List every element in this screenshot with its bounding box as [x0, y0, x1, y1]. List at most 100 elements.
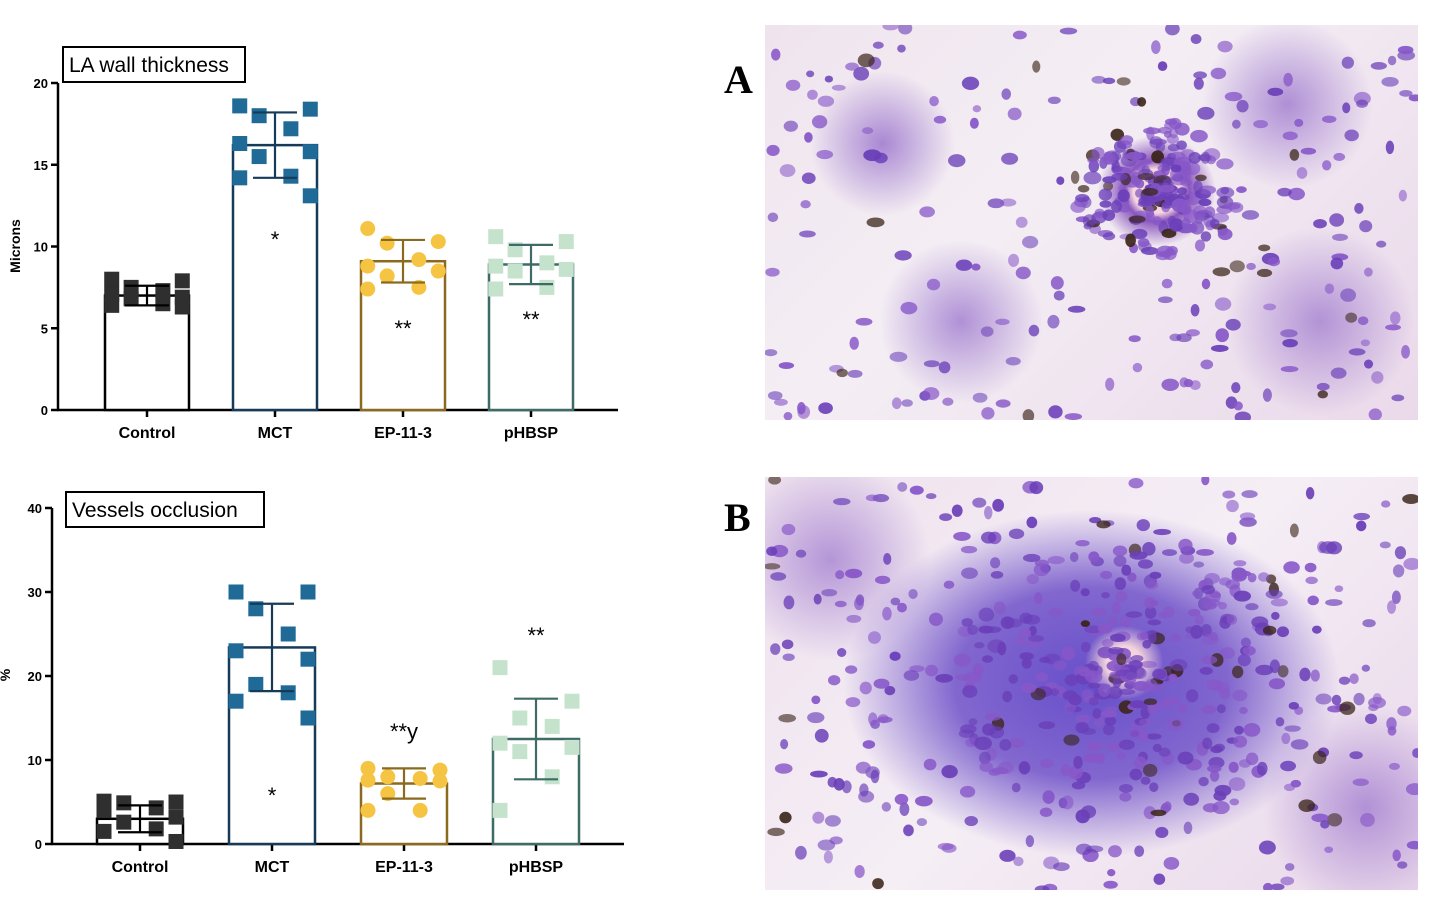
cell-nucleus	[1368, 408, 1382, 420]
cell-nucleus	[897, 602, 907, 613]
cell-nucleus	[1019, 628, 1032, 638]
c1-category-label: MCT	[258, 425, 293, 442]
cell-nucleus	[773, 398, 788, 406]
c2-y-tick-label: 40	[28, 501, 42, 516]
cell-nucleus	[1334, 585, 1344, 593]
cell-nucleus	[783, 595, 795, 610]
cell-nucleus	[1201, 655, 1218, 665]
cell-nucleus	[1020, 682, 1037, 694]
cell-nucleus	[783, 412, 793, 420]
c2-data-point	[228, 643, 244, 659]
cell-nucleus	[767, 212, 779, 223]
c2-category-label: Control	[112, 859, 169, 876]
c1-significance-label: *	[271, 227, 280, 252]
c2-data-point	[300, 651, 316, 667]
cell-nucleus	[881, 802, 892, 812]
cell-nucleus	[1137, 173, 1156, 181]
c2-y-tick-label: 20	[28, 669, 42, 684]
cell-nucleus	[1342, 102, 1351, 114]
cell-nucleus	[951, 504, 963, 517]
c1-data-point	[251, 108, 267, 124]
cell-nucleus	[1270, 598, 1288, 607]
cell-nucleus	[1157, 164, 1171, 172]
cell-nucleus	[1236, 186, 1247, 194]
cell-nucleus	[1088, 660, 1099, 672]
cell-nucleus	[1190, 625, 1203, 639]
cell-nucleus	[1047, 314, 1060, 329]
cell-nucleus	[1032, 60, 1041, 73]
cell-nucleus	[1245, 752, 1259, 766]
cell-nucleus	[1061, 646, 1076, 661]
cell-nucleus	[1137, 97, 1147, 107]
cell-nucleus	[1143, 698, 1158, 706]
cell-nucleus	[1112, 601, 1121, 615]
cell-nucleus	[833, 497, 851, 506]
cell-nucleus	[1001, 152, 1019, 165]
cell-nucleus	[1161, 278, 1173, 289]
c1-data-point	[411, 279, 427, 295]
cell-nucleus	[1019, 612, 1033, 624]
c1-data-point	[411, 252, 427, 268]
cell-nucleus	[1153, 873, 1166, 885]
cell-nucleus	[1206, 723, 1220, 734]
cell-nucleus	[923, 360, 940, 368]
cell-nucleus	[925, 493, 937, 500]
cell-nucleus	[1233, 560, 1247, 567]
cell-nucleus	[1277, 187, 1292, 197]
cell-nucleus	[1085, 845, 1104, 853]
c2-data-point	[360, 772, 376, 788]
cell-nucleus	[774, 763, 793, 774]
cell-nucleus	[862, 740, 876, 749]
cell-nucleus	[974, 736, 992, 751]
cell-nucleus	[1127, 572, 1137, 582]
cell-nucleus	[1255, 664, 1274, 676]
cell-nucleus	[1258, 840, 1276, 855]
cell-nucleus	[1216, 158, 1234, 170]
cell-nucleus	[964, 815, 979, 827]
c1-data-point	[488, 229, 504, 245]
cell-nucleus	[1284, 725, 1301, 732]
cell-nucleus	[855, 317, 873, 326]
cell-nucleus	[1195, 174, 1207, 182]
cell-nucleus	[953, 531, 971, 541]
cell-nucleus	[1112, 677, 1122, 689]
cell-nucleus	[938, 361, 951, 374]
cell-nucleus	[1098, 188, 1113, 201]
cell-nucleus	[1012, 30, 1027, 40]
cell-nucleus	[1092, 708, 1102, 719]
c1-data-point	[232, 135, 248, 151]
cell-nucleus	[1193, 180, 1203, 195]
cell-nucleus	[1155, 826, 1169, 838]
cell-nucleus	[1290, 739, 1309, 750]
cell-nucleus	[1103, 880, 1118, 889]
cell-nucleus	[1188, 151, 1201, 164]
c1-y-tick-label: 15	[34, 158, 48, 173]
cell-nucleus	[1280, 760, 1297, 772]
cell-nucleus	[1053, 290, 1065, 301]
cell-nucleus	[1125, 151, 1143, 161]
cell-nucleus	[1103, 151, 1114, 165]
c2-significance-label: *	[268, 783, 277, 808]
cell-nucleus	[1064, 674, 1079, 686]
c1-data-point	[488, 281, 504, 297]
cell-nucleus	[817, 95, 835, 107]
cell-nucleus	[1317, 390, 1328, 399]
cell-nucleus	[834, 600, 847, 608]
cell-nucleus	[1225, 318, 1241, 331]
cell-nucleus	[1340, 288, 1357, 302]
cell-nucleus	[1103, 181, 1114, 191]
cell-nucleus	[1353, 512, 1371, 521]
c2-data-point	[512, 744, 528, 760]
cell-nucleus	[1305, 487, 1315, 500]
cell-nucleus	[1008, 253, 1020, 267]
c2-data-point	[300, 710, 316, 726]
cell-nucleus	[967, 624, 979, 636]
cell-nucleus	[1070, 170, 1080, 184]
cell-nucleus	[765, 349, 778, 357]
cell-nucleus	[1114, 577, 1127, 591]
c2-data-point	[512, 710, 528, 726]
cell-nucleus	[1147, 704, 1157, 715]
cell-nucleus	[836, 368, 848, 378]
cell-nucleus	[766, 144, 780, 157]
cell-nucleus	[1307, 595, 1319, 606]
